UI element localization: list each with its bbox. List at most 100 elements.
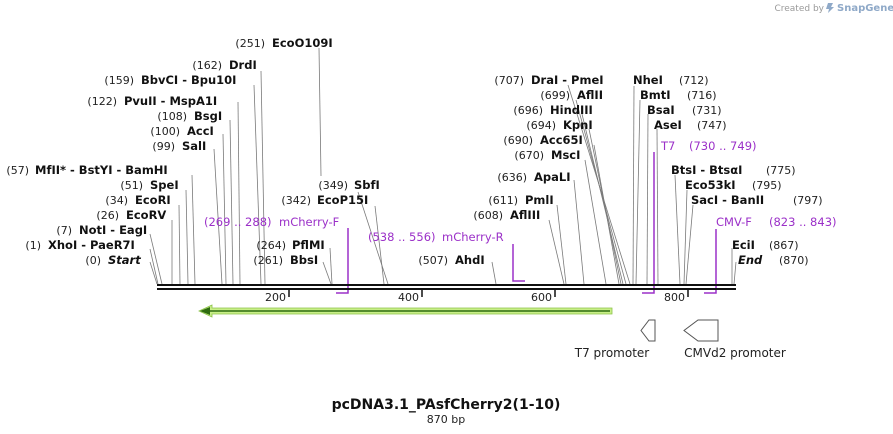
site-name: NotI - EagI xyxy=(79,223,147,237)
site-pos: (0) xyxy=(85,254,101,267)
site-name: NheI xyxy=(633,73,663,87)
backbone xyxy=(157,284,736,290)
leader-drdi xyxy=(260,70,266,285)
primer-marks xyxy=(336,152,717,294)
t7-promoter-arrow[interactable] xyxy=(640,319,656,342)
site-name: BsgI xyxy=(194,109,222,123)
leader-pvuii xyxy=(237,101,241,285)
leader-ahdi xyxy=(491,261,497,285)
leader-asei xyxy=(656,128,659,285)
primer-mcherry-r-arrow xyxy=(512,244,525,282)
tick-label: 200 xyxy=(265,291,286,304)
site-name: DrdI xyxy=(229,58,257,72)
site-pos: (670) xyxy=(514,149,544,162)
site-pos: (251) xyxy=(235,37,265,50)
mid-site-labels: (349) SbfI (342) EcoP15I (264) PflMI (26… xyxy=(253,178,379,267)
site-name: EcoO109I xyxy=(272,36,333,50)
axis-ticks: 200 400 600 800 xyxy=(265,289,689,304)
leader-bmti xyxy=(635,99,641,285)
leader-eco53ki xyxy=(683,189,688,285)
leader-msci xyxy=(584,159,607,285)
site-pos: (108) xyxy=(157,110,187,123)
site-pos: (264) xyxy=(256,239,286,252)
site-name: BmtI xyxy=(640,88,671,102)
primer-range: (823 .. 843) xyxy=(769,215,837,229)
site-name: KpnI xyxy=(563,118,593,132)
site-name: SalI xyxy=(182,139,206,153)
site-name: PmlI xyxy=(525,193,554,207)
cmvd2-promoter-arrow[interactable] xyxy=(683,319,719,342)
cds-feature-arrow[interactable] xyxy=(198,304,613,318)
primer-range: (730 .. 749) xyxy=(689,139,757,153)
site-pos: (690) xyxy=(503,134,533,147)
primer-t7-arrow xyxy=(642,152,655,294)
site-name: PflMI xyxy=(292,238,325,252)
site-pos: (716) xyxy=(687,89,717,102)
site-pos: (747) xyxy=(697,119,727,132)
primer-mcherry-f-arrow xyxy=(336,228,349,294)
feature-label-cmvd2-promoter: CMVd2 promoter xyxy=(684,346,786,360)
site-name: BbsI xyxy=(290,253,318,267)
site-name: Eco53kI xyxy=(685,178,736,192)
site-name: EcoP15I xyxy=(317,193,368,207)
site-pos: (7) xyxy=(56,224,72,237)
site-pos: (699) xyxy=(540,89,570,102)
center-site-labels: (707) DraI - PmeI (699) AflII (696) Hind… xyxy=(418,73,603,267)
site-pos: (261) xyxy=(253,254,283,267)
leader-btsi xyxy=(674,174,681,285)
site-name: BtsI - BtsαI xyxy=(671,163,742,177)
leader-bsgi xyxy=(229,119,234,285)
map-length: 870 bp xyxy=(427,413,465,426)
site-pos: (122) xyxy=(87,95,117,108)
site-name: HindIII xyxy=(550,103,593,117)
site-name: AflIII xyxy=(510,208,540,222)
primer-name: CMV-F xyxy=(716,215,752,229)
site-pos: (694) xyxy=(526,119,556,132)
site-pos: (795) xyxy=(752,179,782,192)
site-pos: (162) xyxy=(192,59,222,72)
site-pos: (636) xyxy=(497,171,527,184)
site-name: AflII xyxy=(577,88,603,102)
site-pos: (349) xyxy=(318,179,348,192)
feature-label-t7-promoter: T7 promoter xyxy=(574,346,650,360)
primer-name: mCherry-R xyxy=(442,230,504,244)
site-pos: (797) xyxy=(793,194,823,207)
site-name: MfII* - BstYI - BamHI xyxy=(35,163,168,177)
site-pos: (712) xyxy=(679,74,709,87)
site-name: Acc65I xyxy=(540,133,583,147)
primer-cmv-f-arrow xyxy=(704,229,717,294)
brand-name: SnapGene xyxy=(837,3,893,14)
site-pos: (159) xyxy=(104,74,134,87)
leader-mfii xyxy=(191,174,196,285)
leader-bsai xyxy=(646,113,649,285)
site-pos: (696) xyxy=(513,104,543,117)
site-pos: (507) xyxy=(418,254,448,267)
primer-range: (538 .. 556) xyxy=(368,230,436,244)
site-pos: (611) xyxy=(488,194,518,207)
primer-labels: (269 .. 288) mCherry-F (538 .. 556) mChe… xyxy=(204,139,837,244)
leader-hindiii xyxy=(581,113,624,285)
site-pos: (51) xyxy=(120,179,143,192)
leader-nhei xyxy=(632,85,635,285)
site-name: EcoRV xyxy=(126,208,166,222)
tick-label: 400 xyxy=(398,291,419,304)
site-pos: (731) xyxy=(692,104,722,117)
site-pos: (608) xyxy=(473,209,503,222)
primer-name: mCherry-F xyxy=(279,215,339,229)
map-title: pcDNA3.1_PAsfCherry2(1-10) xyxy=(332,397,561,413)
site-pos: (1) xyxy=(25,239,41,252)
leader-sbfi xyxy=(357,191,389,285)
site-name: PvuII - MspA1I xyxy=(124,94,217,108)
site-name: XhoI - PaeR7I xyxy=(48,238,135,252)
right-site-labels: NheI (712) BmtI (716) BsaI (731) AseI (7… xyxy=(633,73,823,267)
site-pos: (34) xyxy=(105,194,128,207)
leader-afliii xyxy=(548,219,565,285)
leader-bbvci xyxy=(253,84,262,285)
leader-start xyxy=(149,261,158,285)
leader-end xyxy=(733,261,737,285)
leader-lines xyxy=(149,47,737,285)
site-name: SpeI xyxy=(150,178,179,192)
site-name: AseI xyxy=(654,118,682,132)
site-name: DraI - PmeI xyxy=(531,73,604,87)
